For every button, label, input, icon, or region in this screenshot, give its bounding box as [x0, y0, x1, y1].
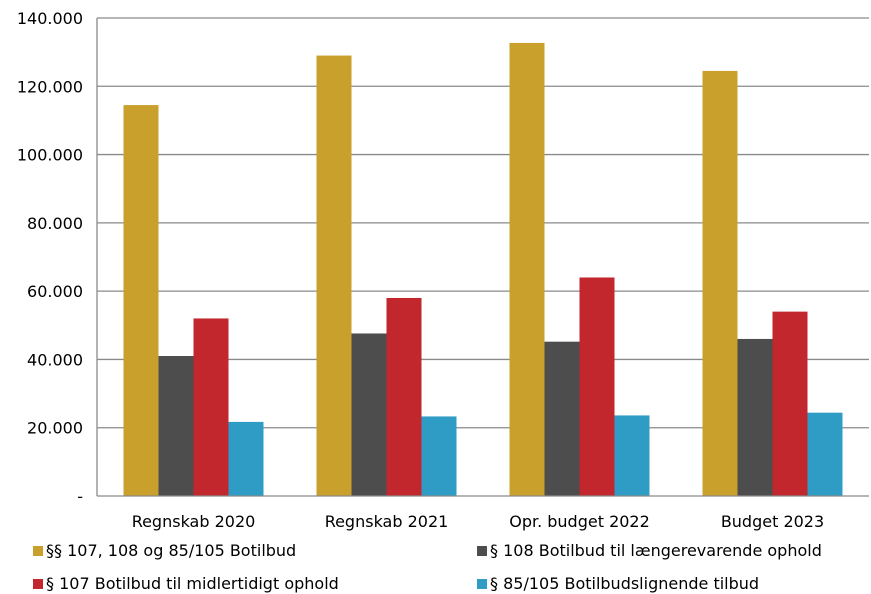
bar — [702, 70, 738, 497]
bar — [509, 42, 545, 496]
legend-swatch — [477, 546, 487, 556]
y-tick-label: 20.000 — [27, 419, 83, 438]
bar — [193, 318, 229, 496]
bar — [614, 415, 650, 496]
x-tick-label: Regnskab 2020 — [132, 512, 256, 531]
x-tick-label: Opr. budget 2022 — [509, 512, 650, 531]
bar — [421, 416, 457, 496]
bar — [158, 356, 194, 496]
bar — [544, 341, 580, 496]
bar — [228, 421, 264, 496]
y-tick-label: - — [77, 487, 83, 506]
legend-label: §§ 107, 108 og 85/105 Botilbud — [46, 541, 296, 560]
legend-swatch — [33, 546, 43, 556]
legend: §§ 107, 108 og 85/105 Botilbud § 108 Boti… — [33, 541, 822, 593]
axes — [96, 18, 869, 497]
legend-swatch — [477, 579, 487, 589]
y-tick-label: 120.000 — [17, 77, 83, 96]
bar — [772, 311, 808, 496]
y-tick-label: 80.000 — [27, 214, 83, 233]
legend-label: § 85/105 Botilbudslignende tilbud — [490, 574, 759, 593]
y-tick-label: 60.000 — [27, 282, 83, 301]
x-axis-ticks: Regnskab 2020 Regnskab 2021 Opr. budget 20… — [132, 512, 824, 531]
bar — [316, 55, 352, 497]
legend-swatch — [33, 579, 43, 589]
bar — [123, 105, 159, 497]
x-tick-label: Regnskab 2021 — [325, 512, 449, 531]
legend-label: § 107 Botilbud til midlertidigt ophold — [46, 574, 339, 593]
legend-label: § 108 Botilbud til længerevarende ophold — [490, 541, 822, 560]
y-tick-label: 40.000 — [27, 350, 83, 369]
bar — [807, 412, 843, 496]
y-axis-ticks: - 20.000 40.000 60.000 80.000 100.000 120.000 1… — [17, 9, 83, 506]
y-tick-label: 100.000 — [17, 146, 83, 165]
bar — [386, 297, 422, 496]
bar — [737, 338, 773, 496]
x-tick-label: Budget 2023 — [721, 512, 824, 531]
y-tick-label: 140.000 — [17, 9, 83, 28]
bars — [123, 42, 843, 497]
bar — [351, 333, 387, 496]
bar — [579, 277, 615, 496]
